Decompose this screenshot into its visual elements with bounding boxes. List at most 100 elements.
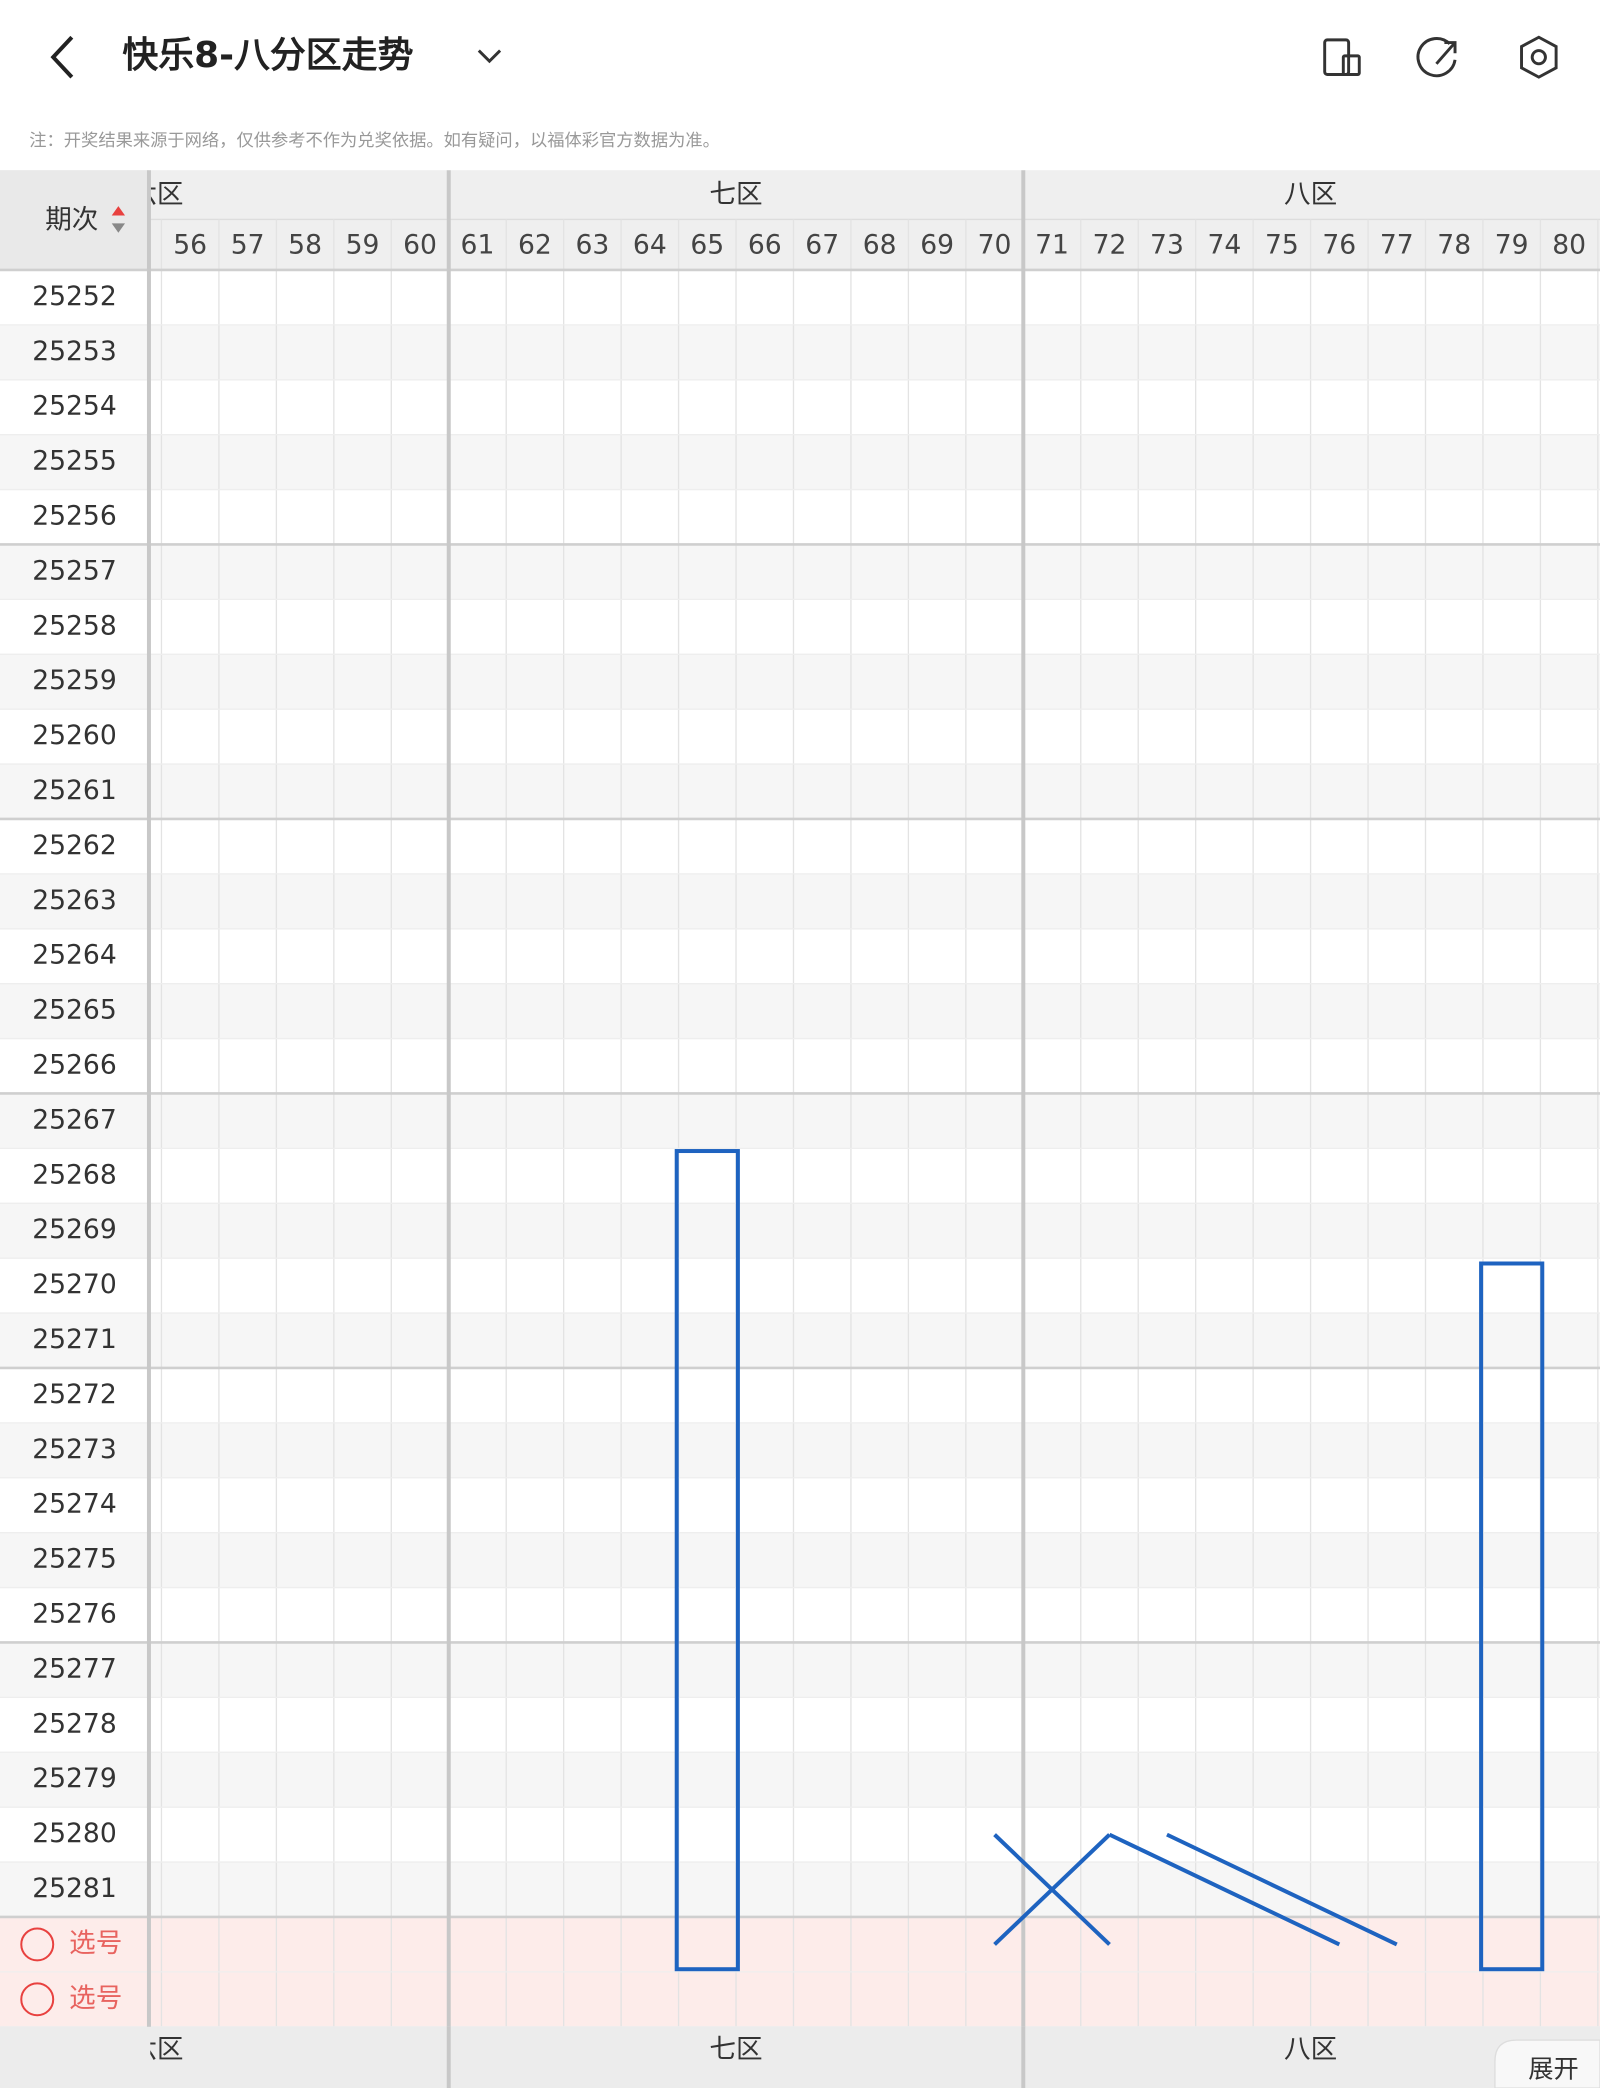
row-bg xyxy=(0,1258,1600,1314)
column-label: 66 xyxy=(748,230,782,261)
period: 25271 xyxy=(32,1324,117,1355)
sort-up xyxy=(111,206,126,216)
icon-settings[interactable] xyxy=(1520,35,1558,79)
row-bg xyxy=(0,1203,1600,1259)
row-bg xyxy=(0,1367,1600,1423)
back-button[interactable] xyxy=(50,35,74,79)
row-bg xyxy=(0,1807,1600,1863)
column-label: 79 xyxy=(1495,230,1529,261)
notice: 注：开奖结果来源于网络，仅供参考不作为兑奖依据。如有疑问，以福体彩官方数据为准。 xyxy=(29,131,720,151)
column-label: 76 xyxy=(1322,230,1356,261)
row-bg xyxy=(0,379,1600,435)
column-label: 71 xyxy=(1035,230,1069,261)
column-label: 74 xyxy=(1207,230,1241,261)
period: 25258 xyxy=(32,610,117,641)
row-bg xyxy=(0,1148,1600,1204)
column-label: 73 xyxy=(1150,230,1184,261)
row-bg xyxy=(0,599,1600,655)
period: 25269 xyxy=(32,1214,117,1245)
footer-zones: 六区 七区 八区 xyxy=(130,2034,1337,2065)
select-row-bg xyxy=(0,1971,1600,2027)
row-bg xyxy=(0,873,1600,929)
period: 25259 xyxy=(32,665,117,696)
period: 25265 xyxy=(32,995,117,1026)
row-bg xyxy=(0,983,1600,1039)
select-radio xyxy=(20,1982,55,2017)
annotation-line xyxy=(993,1833,1111,1946)
column-label: 61 xyxy=(461,230,495,261)
column-label: 59 xyxy=(346,230,380,261)
column-label: 60 xyxy=(403,230,437,261)
period: 25270 xyxy=(32,1269,117,1300)
period: 25264 xyxy=(32,940,117,971)
icon-share[interactable] xyxy=(1416,37,1457,78)
column-label: 57 xyxy=(231,230,265,261)
row-bg xyxy=(0,1422,1600,1478)
period: 25257 xyxy=(32,555,117,586)
column-label: 80 xyxy=(1552,230,1586,261)
footer-band xyxy=(0,2026,1600,2088)
column-label: 69 xyxy=(920,230,954,261)
row-bg xyxy=(0,1587,1600,1643)
zone-label: 六区 xyxy=(130,2034,183,2065)
column-label: 56 xyxy=(173,230,207,261)
zone-label: 七区 xyxy=(709,2034,762,2065)
row-bg xyxy=(0,709,1600,765)
row-bg xyxy=(0,1313,1600,1368)
period: 25255 xyxy=(32,446,117,477)
column-label: 70 xyxy=(978,230,1012,261)
period: 25262 xyxy=(32,830,117,861)
expand-tab xyxy=(1494,2039,1600,2088)
zone-label: 七区 xyxy=(709,179,762,210)
column-label: 63 xyxy=(575,230,609,261)
header-cells: 六区 七区 八区 56 57 58 59 60 61 62 63 64 65 66 67 68 69 70 71 72… xyxy=(130,179,1586,261)
row-bg xyxy=(0,1862,1600,1917)
row-bg xyxy=(0,1642,1600,1698)
row-bg xyxy=(0,1477,1600,1533)
period: 25280 xyxy=(32,1818,117,1849)
period: 25256 xyxy=(32,501,117,532)
icon-layout[interactable] xyxy=(1323,38,1361,76)
row-bg xyxy=(0,324,1600,380)
corner-label: 期次 xyxy=(45,204,98,235)
period: 25278 xyxy=(32,1708,117,1739)
period: 25268 xyxy=(32,1159,117,1190)
period: 25275 xyxy=(32,1544,117,1575)
period: 25263 xyxy=(32,885,117,916)
period: 25276 xyxy=(32,1599,117,1630)
expand-button[interactable]: 展开 xyxy=(1528,2055,1579,2084)
column-label: 58 xyxy=(288,230,322,261)
row-bg xyxy=(0,544,1600,600)
period: 25254 xyxy=(32,391,117,422)
column-label: 65 xyxy=(690,230,724,261)
title: 快乐8-八分区走势 xyxy=(122,35,413,76)
zone-label: 八区 xyxy=(1284,2034,1337,2065)
annotation-box xyxy=(1479,1261,1545,1972)
column-label: 78 xyxy=(1437,230,1471,261)
period: 25261 xyxy=(32,775,117,806)
zone-label: 八区 xyxy=(1284,179,1337,210)
row-bg xyxy=(0,1093,1600,1149)
period: 25279 xyxy=(32,1763,117,1794)
row-bg xyxy=(0,434,1600,490)
period: 25274 xyxy=(32,1489,117,1520)
title-dropdown[interactable] xyxy=(477,49,502,64)
select-radio xyxy=(20,1927,55,1962)
row-bg xyxy=(0,269,1600,325)
column-label: 77 xyxy=(1380,230,1414,261)
zone-label: 六区 xyxy=(130,179,183,210)
sort-down xyxy=(111,223,126,233)
row-bg xyxy=(0,654,1600,710)
period: 25267 xyxy=(32,1104,117,1135)
corner-cell xyxy=(0,170,149,270)
row-bg xyxy=(0,1697,1600,1753)
period: 25253 xyxy=(32,336,117,367)
annotation-line xyxy=(1166,1832,1398,1947)
select-row-bg xyxy=(0,1916,1600,1972)
period: 25281 xyxy=(32,1873,117,1904)
annotation-line xyxy=(1108,1832,1341,1947)
column-label: 75 xyxy=(1265,230,1299,261)
annotations xyxy=(674,1149,1545,1972)
column-label: 64 xyxy=(633,230,667,261)
